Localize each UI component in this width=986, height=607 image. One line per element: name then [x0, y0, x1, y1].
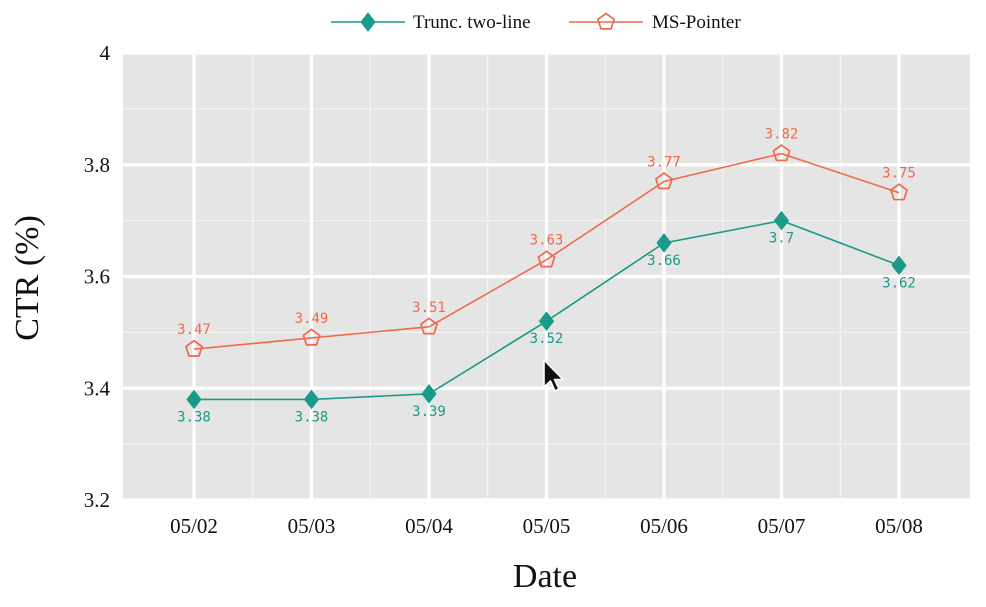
- data-point-diamond: [538, 311, 555, 332]
- y-axis-title: CTR (%): [9, 215, 46, 341]
- x-axis-ticks: 05/02 05/03 05/04 05/05 05/06 05/07 05/08: [170, 514, 923, 538]
- data-point-pentagon: [302, 328, 321, 346]
- data-label: 3.49: [295, 311, 329, 327]
- y-tick-label: 3.8: [84, 153, 110, 177]
- x-axis-title: Date: [513, 558, 577, 595]
- data-label: 3.38: [177, 409, 211, 425]
- data-label: 3.82: [765, 127, 799, 143]
- x-tick-label: 05/02: [170, 514, 218, 538]
- data-label: 3.7: [769, 231, 794, 247]
- data-point-pentagon: [772, 144, 791, 162]
- data-labels: 3.38 3.38 3.39 3.52 3.66 3.7 3.62 3.47 3.49 3.51 3…: [177, 127, 916, 426]
- data-point-pentagon: [184, 339, 204, 357]
- data-label: 3.75: [882, 166, 916, 182]
- data-point-pentagon: [537, 250, 556, 268]
- data-point-pentagon: [596, 12, 616, 30]
- data-point-diamond: [303, 389, 320, 410]
- data-label: 3.62: [882, 275, 916, 291]
- y-tick-label: 3.6: [84, 265, 110, 289]
- series-layer: [184, 144, 909, 410]
- data-label: 3.38: [295, 409, 329, 425]
- major-gridlines: [123, 51, 970, 502]
- x-tick-label: 05/06: [640, 514, 688, 538]
- y-tick-label: 3.2: [84, 488, 110, 512]
- data-label: 3.63: [530, 233, 564, 249]
- data-label: 3.66: [647, 253, 681, 269]
- data-point-diamond: [773, 210, 790, 231]
- x-tick-label: 05/05: [523, 514, 571, 538]
- y-axis-ticks: 3.2 3.4 3.6 3.8 4: [84, 41, 111, 512]
- data-point-diamond: [360, 12, 376, 32]
- data-point-diamond: [421, 384, 437, 404]
- data-point-pentagon: [889, 183, 909, 201]
- data-label: 3.47: [177, 322, 211, 338]
- y-tick-label: 4: [100, 41, 111, 65]
- data-point-diamond: [656, 233, 672, 253]
- data-point-diamond: [891, 255, 907, 276]
- x-tick-label: 05/07: [758, 514, 806, 538]
- data-point-diamond: [186, 389, 202, 410]
- series-line: [193, 152, 900, 350]
- legend: Trunc. two-line MS-Pointer: [331, 12, 741, 33]
- data-label: 3.52: [530, 331, 564, 347]
- x-tick-label: 05/03: [288, 514, 336, 538]
- legend-label: Trunc. two-line: [413, 12, 531, 33]
- y-tick-label: 3.4: [84, 376, 111, 400]
- data-point-pentagon: [654, 171, 674, 190]
- x-tick-label: 05/04: [405, 514, 453, 538]
- mouse-pointer-icon: [543, 359, 564, 392]
- x-tick-label: 05/08: [875, 514, 923, 538]
- data-point-pentagon: [419, 317, 439, 335]
- data-label: 3.39: [412, 404, 446, 420]
- legend-label: MS-Pointer: [652, 12, 741, 33]
- data-label: 3.51: [412, 300, 446, 316]
- data-label: 3.77: [647, 155, 681, 171]
